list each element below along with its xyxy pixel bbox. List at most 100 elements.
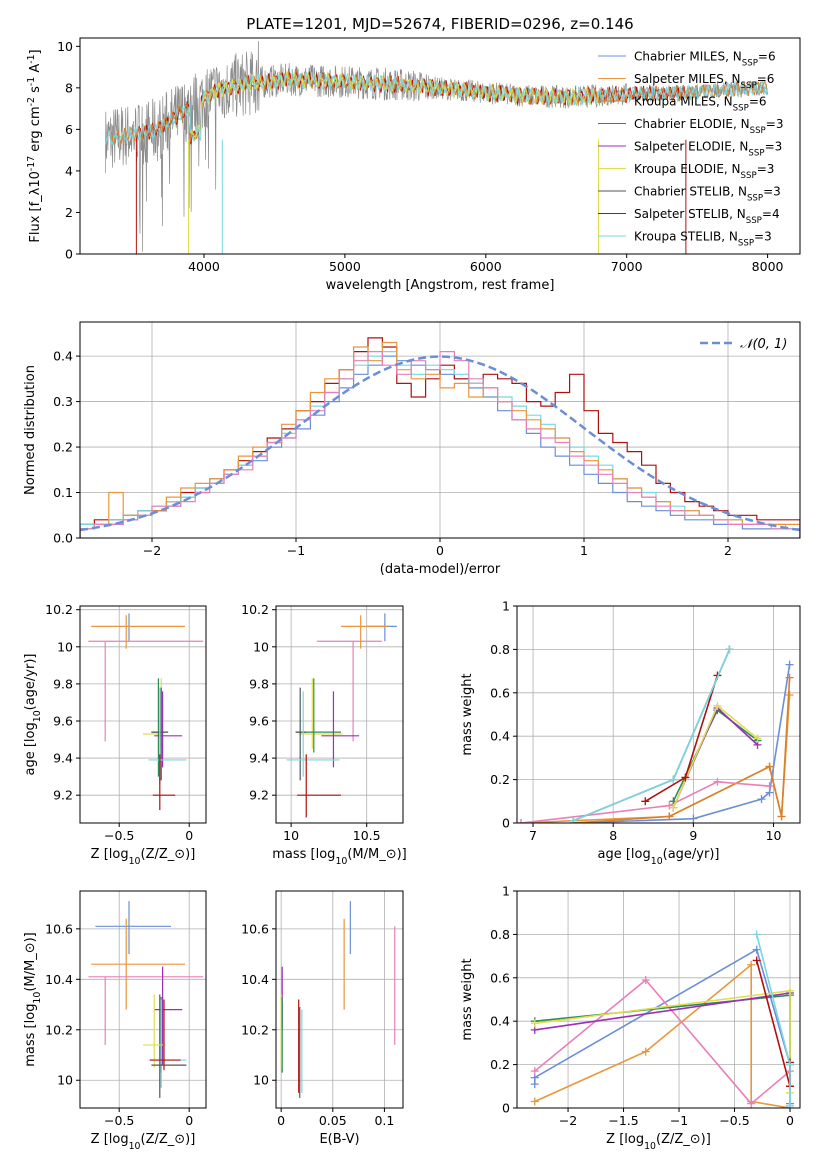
- y-tick-label: 10: [57, 39, 73, 54]
- label-superscript: -1: [26, 77, 37, 86]
- mass_vs_ebv-plot: 0 0.05 0.1 10 10.2 10.4 10.6 E(B-V): [241, 890, 404, 1147]
- y-tick-label: 0.2: [490, 1057, 510, 1072]
- x-axis-label: Z [log10(Z/Z_⊙)]: [606, 1132, 711, 1152]
- mass_vs_Z-marks: [88, 901, 204, 1098]
- mass-weight-marker: [713, 777, 722, 786]
- label-part: Z [log: [606, 1132, 644, 1147]
- x-tick-label: −1: [670, 1113, 688, 1128]
- x-axis-label: wavelength [Angstrom, rest frame]: [326, 278, 555, 293]
- y-tick-label: 10: [253, 1073, 269, 1088]
- label-subscript: SSP: [747, 194, 763, 204]
- x-tick-label: −1.5: [608, 1113, 638, 1128]
- y-tick-label: 9.2: [249, 788, 269, 803]
- model-spectrum-line: [188, 69, 599, 141]
- label-subscript: SSP: [742, 59, 758, 69]
- legend-label: Kroupa STELIB, NSSP=3: [634, 230, 772, 249]
- legend-label: Kroupa ELODIE, NSSP=3: [634, 162, 774, 181]
- x-axis-label: E(B-V): [319, 1132, 359, 1147]
- mass-weight-marker: [669, 775, 678, 784]
- mass-weight-marker: [752, 956, 761, 965]
- y-tick-label: 2: [65, 205, 73, 220]
- x-axis-label: age [log10(age/yr)]: [598, 847, 720, 867]
- y-tick-label: 10.4: [241, 972, 269, 987]
- y-tick-label: 10: [57, 1073, 73, 1088]
- y-tick-label: 10: [253, 639, 269, 654]
- y-tick-label: 0.6: [490, 685, 510, 700]
- massweight_vs_age-marks: [517, 645, 794, 823]
- mass-weight-marker: [786, 1060, 795, 1069]
- age_vs_Z-marks: [88, 613, 204, 811]
- y-tick-label: 0: [502, 1101, 510, 1116]
- mass-weight-marker: [765, 762, 774, 771]
- label-part: (age/yr)]: [23, 654, 38, 711]
- label-part: Kroupa STELIB, N: [634, 230, 738, 244]
- label-part: erg cm: [28, 106, 43, 155]
- label-part: mass weight: [460, 673, 475, 755]
- label-part: (Z/Z_⊙)]: [141, 1132, 196, 1147]
- y-tick-label: 9.4: [249, 751, 269, 766]
- legend-label: Kroupa MILES, NSSP=6: [634, 95, 767, 114]
- label-part: mass weight: [460, 958, 475, 1040]
- y-tick-label: 9.6: [249, 713, 269, 728]
- label-part: (age/yr)]: [663, 847, 720, 862]
- axes-frame: [79, 37, 801, 255]
- histogram-step: [80, 351, 800, 538]
- mass-weight-marker: [757, 795, 766, 804]
- label-part: Chabrier ELODIE, N: [634, 117, 750, 131]
- y-tick-label: 0.8: [490, 642, 510, 657]
- y-tick-label: 10.2: [241, 602, 269, 617]
- x-tick-label: 4000: [188, 259, 220, 274]
- y-tick-label: 10.2: [45, 602, 73, 617]
- mass-weight-marker: [747, 960, 756, 969]
- y-tick-label: 4: [65, 163, 73, 178]
- y-tick-label: 0: [502, 816, 510, 831]
- model-spectrum-line: [105, 70, 769, 146]
- label-part: =4: [762, 207, 780, 221]
- label-part: =6: [758, 50, 776, 64]
- label-part: Salpeter MILES, N: [634, 72, 741, 86]
- label-part: Z [log: [91, 847, 129, 862]
- massweight_vs_Z-marks: [530, 930, 795, 1108]
- x-tick-label: 0.05: [319, 1113, 347, 1128]
- y-tick-label: 10.6: [45, 921, 73, 936]
- x-axis-label: mass [log10(M/M_⊙)]: [272, 847, 407, 867]
- x-tick-label: 7000: [611, 259, 643, 274]
- axes-frame: [79, 890, 207, 1109]
- label-part: =3: [754, 230, 772, 244]
- mass-weight-marker: [641, 1047, 650, 1056]
- y-tick-label: 0.1: [53, 485, 73, 500]
- mass-weight-line: [520, 780, 770, 823]
- mass-weight-marker: [569, 816, 578, 823]
- x-tick-label: 8000: [752, 259, 784, 274]
- y-tick-label: 0.4: [490, 729, 510, 744]
- legend-label: Salpeter STELIB, NSSP=4: [634, 207, 780, 226]
- label-part: Salpeter ELODIE, N: [634, 140, 748, 154]
- y-tick-label: 10.6: [241, 921, 269, 936]
- x-tick-label: 5000: [329, 259, 361, 274]
- x-tick-label: 7: [529, 828, 537, 843]
- label-subscript: SSP: [748, 149, 764, 159]
- label-subscript: 10: [129, 856, 141, 867]
- axes-frame: [516, 605, 801, 824]
- label-part: =6: [749, 95, 767, 109]
- mass-weight-marker: [785, 690, 794, 699]
- mass-weight-marker: [641, 975, 650, 984]
- mass-weight-marker: [689, 814, 698, 823]
- x-tick-label: −2: [143, 543, 161, 558]
- y-axis-label: Flux [f_λ10-17 erg cm-2 s-1 A-1]: [26, 49, 44, 242]
- mass_vs_ebv-marks: [280, 901, 396, 1098]
- axes-frame: [275, 605, 404, 824]
- mass-weight-marker: [752, 930, 761, 939]
- mass-weight-marker: [765, 782, 774, 791]
- y-tick-label: 1: [502, 884, 510, 899]
- mass-weight-marker: [777, 812, 786, 821]
- mass-weight-marker: [530, 1097, 539, 1106]
- x-tick-label: 10.5: [353, 828, 381, 843]
- label-subscript: SSP: [746, 216, 762, 226]
- mass-weight-marker: [530, 1067, 539, 1076]
- figure-title: PLATE=1201, MJD=52674, FIBERID=0296, z=0…: [246, 15, 633, 33]
